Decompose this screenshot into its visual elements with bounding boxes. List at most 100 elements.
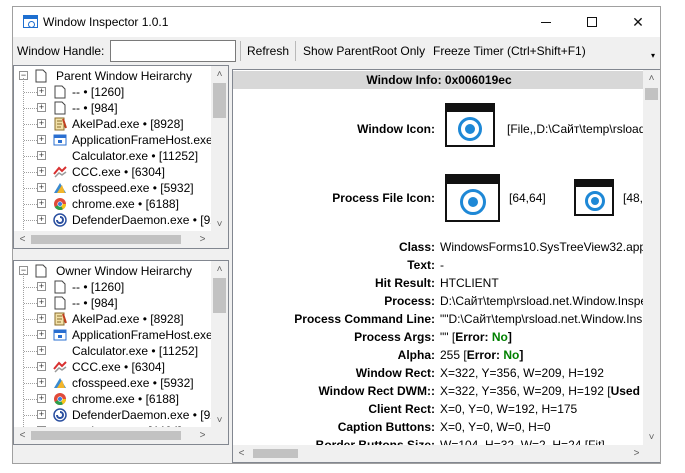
expand-icon[interactable]: +	[37, 134, 46, 144]
tree-item[interactable]: + Calculator.exe • [11252]	[14, 148, 214, 164]
expand-icon[interactable]: +	[37, 102, 46, 112]
tree-guide-line	[24, 287, 37, 288]
tree-guide-line	[24, 399, 37, 400]
scroll-left-icon[interactable]: ˂	[238, 448, 245, 459]
tree-item[interactable]: + -- • [984]	[14, 295, 214, 311]
tree-item[interactable]: + CCC.exe • [6304]	[14, 359, 214, 375]
scroll-thumb[interactable]	[253, 449, 298, 458]
tree-item[interactable]: + -- • [1260]	[14, 84, 214, 100]
tree-item[interactable]: + DefenderDaemon.exe • [92	[14, 212, 217, 228]
scroll-down-icon[interactable]: ˅	[216, 219, 223, 230]
scroll-left-icon[interactable]: ˂	[19, 430, 26, 441]
vertical-scrollbar[interactable]: ˄ ˅	[211, 261, 228, 429]
expand-icon[interactable]: +	[37, 166, 46, 176]
tree-item[interactable]: + ApplicationFrameHost.exe •	[14, 327, 220, 343]
caption-buttons-value: X=0, Y=0, W=0, H=0	[440, 420, 551, 434]
expand-icon[interactable]: +	[37, 345, 46, 355]
tree-item-label: -- • [1260]	[72, 85, 125, 99]
tree-item[interactable]: + CCC.exe • [6304]	[14, 164, 214, 180]
title-bar[interactable]: Window Inspector 1.0.1 ✕	[13, 7, 660, 37]
scroll-up-icon[interactable]: ˄	[648, 73, 655, 84]
horizontal-scrollbar[interactable]: ˂ ˃	[14, 231, 211, 248]
scroll-left-icon[interactable]: ˂	[19, 234, 26, 245]
client-rect-label: Client Rect:	[368, 402, 435, 416]
scroll-right-icon[interactable]: ˃	[633, 448, 640, 459]
window-handle-input[interactable]	[110, 40, 236, 62]
expand-icon[interactable]: +	[37, 377, 46, 387]
scroll-down-icon[interactable]: ˅	[216, 415, 223, 426]
info-row-label: Class:	[398, 240, 435, 254]
expand-icon[interactable]: +	[37, 198, 46, 208]
tree-item[interactable]: + -- • [1260]	[14, 279, 214, 295]
scroll-right-icon[interactable]: ˃	[199, 430, 206, 441]
info-header: Window Info: 0x006019ec	[233, 71, 645, 89]
expand-icon[interactable]: +	[37, 214, 46, 224]
scroll-right-icon[interactable]: ˃	[199, 234, 206, 245]
scroll-thumb[interactable]	[213, 83, 226, 118]
scroll-down-icon[interactable]: ˅	[648, 432, 655, 443]
expand-icon[interactable]: +	[37, 182, 46, 192]
tree-item[interactable]: + DefenderDaemon.exe • [92	[14, 407, 217, 423]
expand-icon[interactable]: +	[37, 409, 46, 419]
tree-item[interactable]: + Calculator.exe • [11252]	[14, 343, 214, 359]
tree-root[interactable]: − Owner Window Heirarchy	[14, 263, 214, 279]
window-rect-label: Window Rect:	[355, 366, 435, 380]
info-row-value: -	[440, 258, 444, 272]
tree-guide-line	[24, 124, 37, 125]
tree-guide-line	[24, 335, 37, 336]
tree-item[interactable]: + cfosspeed.exe • [5932]	[14, 180, 214, 196]
tree-root[interactable]: − Parent Window Heirarchy	[14, 68, 214, 84]
scroll-thumb[interactable]	[645, 88, 658, 100]
info-row-value: D:\Сайт\temp\rsload.net.Window.Inspect	[440, 294, 657, 308]
vertical-scrollbar[interactable]: ˄ ˅	[211, 66, 228, 233]
expand-icon[interactable]: +	[37, 361, 46, 371]
tree-guide-line	[24, 319, 37, 320]
expand-icon[interactable]: +	[37, 118, 46, 128]
close-button[interactable]: ✕	[615, 7, 660, 37]
toolbar: Window Handle: Refresh Show ParentRoot O…	[13, 37, 660, 65]
refresh-button[interactable]: Refresh	[247, 44, 290, 58]
info-row-value: WindowsForms10.SysTreeView32.app.0.2	[440, 240, 661, 254]
parent-window-tree[interactable]: − Parent Window Heirarchy + -- • [1260] + -…	[13, 65, 229, 249]
tree-guide-line	[24, 188, 37, 189]
info-vertical-scrollbar[interactable]: ˄ ˅	[643, 70, 660, 446]
window-info-pane[interactable]: Window Info: 0x006019ec Window Icon: [Fi…	[232, 69, 661, 463]
freeze-timer-button[interactable]: Freeze Timer (Ctrl+Shift+F1)	[433, 44, 586, 58]
empty-icon	[53, 344, 67, 358]
maximize-button[interactable]	[569, 7, 615, 37]
scroll-up-icon[interactable]: ˄	[216, 69, 223, 80]
info-horizontal-scrollbar[interactable]: ˂ ˃	[233, 445, 645, 462]
expand-icon[interactable]: +	[37, 393, 46, 403]
scroll-thumb[interactable]	[31, 431, 181, 440]
minimize-button[interactable]	[523, 7, 569, 37]
tree-item[interactable]: + AkelPad.exe • [8928]	[14, 116, 214, 132]
expand-icon[interactable]: +	[37, 329, 46, 339]
toolbar-overflow-icon[interactable]: ▾	[650, 51, 655, 60]
minimize-icon	[541, 21, 551, 23]
scroll-thumb[interactable]	[31, 235, 181, 244]
tree-item[interactable]: + ApplicationFrameHost.exe •	[14, 132, 220, 148]
tree-item[interactable]: + -- • [984]	[14, 100, 214, 116]
app-frame-icon	[53, 133, 67, 147]
scroll-thumb[interactable]	[213, 278, 226, 313]
window-title: Window Inspector 1.0.1	[43, 15, 169, 29]
tree-item[interactable]: + chrome.exe • [6188]	[14, 391, 214, 407]
expand-icon[interactable]: +	[37, 297, 46, 307]
tree-guide-line	[24, 172, 37, 173]
scroll-up-icon[interactable]: ˄	[216, 264, 223, 275]
owner-window-tree[interactable]: − Owner Window Heirarchy + -- • [1260] + --…	[13, 260, 229, 445]
expand-icon[interactable]: +	[37, 86, 46, 96]
tree-item[interactable]: + cfosspeed.exe • [5932]	[14, 375, 214, 391]
tree-item[interactable]: + AkelPad.exe • [8928]	[14, 311, 214, 327]
tree-item[interactable]: + chrome.exe • [6188]	[14, 196, 214, 212]
window-rect-value: X=322, Y=356, W=209, H=192	[440, 366, 604, 380]
expand-icon[interactable]: +	[37, 281, 46, 291]
show-parent-root-button[interactable]: Show ParentRoot Only	[303, 44, 426, 58]
tree-item-label: AkelPad.exe • [8928]	[72, 117, 184, 131]
tree-item-label: Calculator.exe • [11252]	[72, 344, 199, 358]
expand-icon[interactable]: +	[37, 150, 46, 160]
horizontal-scrollbar[interactable]: ˂ ˃	[14, 427, 211, 444]
app-frame-icon	[53, 328, 67, 342]
tree-item-label: Calculator.exe • [11252]	[72, 149, 199, 163]
expand-icon[interactable]: +	[37, 313, 46, 323]
